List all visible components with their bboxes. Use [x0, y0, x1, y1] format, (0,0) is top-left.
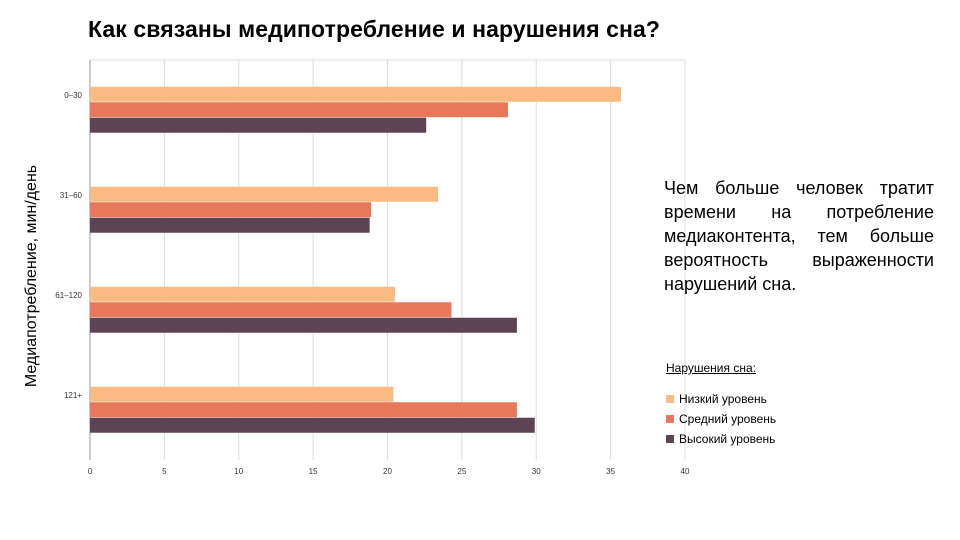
- legend-item-low: Низкий уровень: [666, 389, 776, 409]
- legend-label-mid: Средний уровень: [679, 412, 777, 426]
- x-tick-label-30: 30: [532, 467, 541, 476]
- x-tick-label-20: 20: [383, 467, 392, 476]
- bar-3-0: [90, 386, 394, 402]
- bar-0-1: [90, 102, 508, 118]
- bar-1-2: [90, 217, 370, 233]
- y-tick-label-3: 121+: [64, 391, 82, 400]
- bar-3-1: [90, 402, 517, 418]
- bar-1-1: [90, 202, 372, 218]
- chart-title: Как связаны медипотребление и нарушения …: [88, 16, 661, 42]
- callout-text: Чем больше человек тратит времени на пот…: [664, 178, 934, 294]
- x-tick-label-5: 5: [162, 467, 167, 476]
- x-tick-label-0: 0: [88, 467, 93, 476]
- bar-2-0: [90, 286, 395, 302]
- legend-swatch-high: [666, 435, 674, 443]
- x-tick-label-40: 40: [681, 467, 690, 476]
- legend-label-low: Низкий уровень: [679, 392, 767, 406]
- x-tick-label-15: 15: [309, 467, 318, 476]
- bar-3-2: [90, 417, 535, 433]
- bar-2-1: [90, 302, 452, 318]
- legend-swatch-mid: [666, 415, 674, 423]
- x-tick-label-35: 35: [606, 467, 615, 476]
- y-tick-label-2: 61–120: [55, 291, 82, 300]
- bar-0-2: [90, 117, 427, 133]
- bar-2-2: [90, 317, 517, 333]
- x-tick-label-10: 10: [234, 467, 243, 476]
- legend-title: Нарушения сна:: [666, 361, 756, 375]
- legend-item-high: Высокий уровень: [666, 429, 776, 449]
- x-tick-label-25: 25: [457, 467, 466, 476]
- legend-label-high: Высокий уровень: [679, 432, 776, 446]
- legend: Нарушения сна: Низкий уровень Средний ур…: [666, 361, 776, 449]
- y-tick-label-1: 31–60: [60, 191, 83, 200]
- bar-1-0: [90, 186, 439, 202]
- legend-item-mid: Средний уровень: [666, 409, 776, 429]
- y-tick-label-0: 0–30: [64, 91, 82, 100]
- bar-0-0: [90, 86, 622, 102]
- legend-swatch-low: [666, 395, 674, 403]
